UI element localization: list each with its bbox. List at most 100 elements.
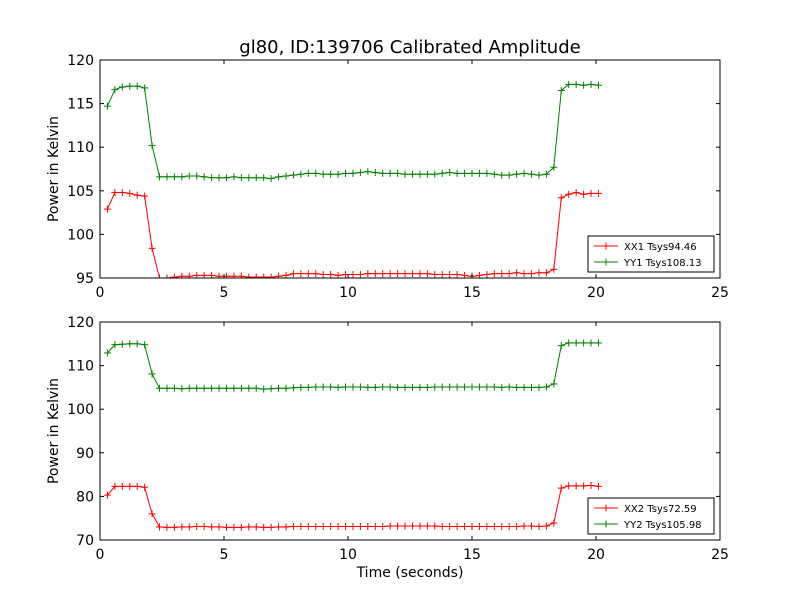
data-point (594, 339, 602, 347)
data-point (304, 522, 312, 530)
legend: XX1 Tsys94.46 YY1 Tsys108.13 (587, 235, 715, 273)
data-point (245, 273, 253, 278)
data-point (170, 384, 178, 392)
data-point (498, 270, 506, 278)
data-point (334, 522, 342, 530)
data-point (126, 340, 134, 348)
data-point (275, 272, 283, 278)
data-point (148, 141, 156, 149)
data-point (431, 522, 439, 530)
data-point (349, 271, 357, 278)
data-point (170, 173, 178, 181)
legend: XX2 Tsys72.59 YY2 Tsys105.98 (587, 497, 715, 535)
x-tick-label: 25 (711, 285, 729, 301)
data-point (394, 522, 402, 530)
data-point (267, 175, 275, 183)
data-point (267, 385, 275, 393)
data-point (490, 522, 498, 530)
legend-label: YY1 Tsys108.13 (623, 258, 702, 269)
data-point (483, 271, 491, 278)
legend-entry: XX2 Tsys72.59 (594, 504, 697, 515)
data-point (103, 349, 111, 357)
data-point (356, 522, 364, 530)
data-point (260, 273, 268, 278)
data-point (349, 169, 357, 177)
axes-frame (99, 321, 721, 541)
data-point (431, 170, 439, 178)
data-point (550, 163, 558, 171)
data-point (461, 383, 469, 391)
data-point (408, 270, 416, 278)
data-point (126, 189, 134, 197)
data-point (423, 383, 431, 391)
data-point (453, 169, 461, 177)
data-point (505, 383, 513, 391)
legend-entry: YY2 Tsys105.98 (594, 520, 702, 531)
data-point (423, 170, 431, 178)
data-point (312, 522, 320, 530)
x-tick-label: 10 (339, 285, 357, 301)
data-point (565, 339, 573, 347)
data-point (297, 383, 305, 391)
data-point (394, 169, 402, 177)
legend-box (587, 497, 715, 535)
plot-area-top: 0 5 10 15 20 25 95 100 105 110 115 120 XX1 Tsys94.46… (67, 53, 729, 301)
data-point (297, 170, 305, 178)
data-point (215, 174, 223, 182)
data-point (520, 383, 528, 391)
data-point (490, 383, 498, 391)
data-point (193, 522, 201, 530)
data-point (267, 523, 275, 531)
data-point (267, 273, 275, 278)
data-point (200, 522, 208, 530)
data-point (342, 522, 350, 530)
legend-box (587, 235, 715, 273)
data-point (319, 271, 327, 278)
data-point (520, 270, 528, 278)
data-point (394, 383, 402, 391)
data-point (535, 522, 543, 530)
data-point (453, 522, 461, 530)
data-point (275, 384, 283, 392)
data-point (587, 189, 595, 197)
data-point (528, 383, 536, 391)
data-point (312, 383, 320, 391)
data-point (200, 173, 208, 181)
data-point (342, 383, 350, 391)
data-point (394, 270, 402, 278)
data-point (550, 380, 558, 388)
data-point (156, 173, 164, 181)
data-point (468, 169, 476, 177)
y-tick-label: 120 (67, 315, 94, 331)
y-tick-label: 115 (67, 97, 94, 113)
data-point (208, 174, 216, 182)
data-point (215, 272, 223, 278)
data-point (103, 491, 111, 499)
data-point (141, 192, 149, 200)
data-point (565, 482, 573, 490)
y-axis-label-top: Power in Kelvin (46, 116, 62, 222)
data-point (141, 84, 149, 92)
data-point (356, 168, 364, 176)
data-point (453, 383, 461, 391)
data-point (371, 522, 379, 530)
data-point (431, 271, 439, 278)
data-point (594, 189, 602, 197)
data-point (438, 169, 446, 177)
data-point (156, 274, 164, 278)
data-point (193, 384, 201, 392)
data-point (498, 171, 506, 179)
x-tick-label: 5 (220, 285, 229, 301)
data-point (565, 80, 573, 88)
x-tick-label: 10 (339, 547, 357, 563)
data-point (215, 523, 223, 531)
subplot-top: gl80, ID:139706 Calibrated Amplitude Pow… (46, 37, 729, 301)
data-point (118, 340, 126, 348)
subplot-bottom: Power in Kelvin Time (seconds) 0 5 10 15 20 2… (46, 315, 729, 581)
data-point (572, 189, 580, 197)
data-point (468, 383, 476, 391)
data-point (289, 171, 297, 179)
data-point (103, 205, 111, 213)
data-point (148, 370, 156, 378)
data-point (572, 80, 580, 88)
